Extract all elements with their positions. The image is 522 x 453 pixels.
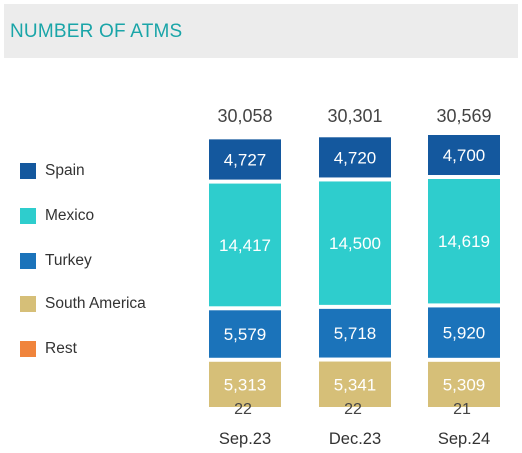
data-label-spain-1: 4,727 bbox=[224, 150, 267, 169]
legend-label-spain: Spain bbox=[45, 162, 85, 179]
data-label-turkey-1: 5,579 bbox=[224, 325, 267, 344]
legend-swatch-mexico bbox=[20, 208, 36, 224]
bar-spain-1 bbox=[209, 139, 281, 180]
bar-south-america-2 bbox=[319, 361, 391, 407]
data-label-south-america-3: 5,309 bbox=[443, 375, 486, 394]
bar-mexico-1 bbox=[209, 183, 281, 307]
legend-item-spain: Spain bbox=[20, 162, 220, 180]
bar-south-america-3 bbox=[428, 361, 500, 407]
bar-south-america-1 bbox=[209, 361, 281, 407]
x-tick-label-2: Dec.23 bbox=[329, 430, 381, 448]
legend-swatch-south-america bbox=[20, 296, 36, 312]
total-label-2: 30,301 bbox=[327, 106, 382, 126]
legend-item-south-america: South America bbox=[20, 295, 220, 313]
data-label-rest-1: 22 bbox=[234, 401, 252, 418]
legend-label-mexico: Mexico bbox=[45, 207, 95, 224]
legend-swatch-turkey bbox=[20, 253, 36, 269]
data-label-mexico-2: 14,500 bbox=[329, 234, 381, 253]
data-label-spain-2: 4,720 bbox=[334, 148, 377, 167]
chart-header: NUMBER OF ATMS bbox=[4, 4, 518, 58]
data-label-turkey-3: 5,920 bbox=[443, 324, 486, 343]
chart-title: NUMBER OF ATMS bbox=[10, 21, 183, 42]
data-label-south-america-1: 5,313 bbox=[224, 375, 267, 394]
bar-turkey-2 bbox=[319, 308, 391, 358]
bar-turkey-1 bbox=[209, 310, 281, 358]
data-label-south-america-2: 5,341 bbox=[334, 375, 377, 394]
total-label-1: 30,058 bbox=[217, 106, 272, 126]
data-label-turkey-2: 5,718 bbox=[334, 324, 377, 343]
total-label-3: 30,569 bbox=[436, 106, 491, 126]
bar-mexico-2 bbox=[319, 181, 391, 305]
legend-item-rest: Rest bbox=[20, 340, 220, 358]
legend-item-turkey: Turkey bbox=[20, 252, 220, 270]
bar-turkey-3 bbox=[428, 307, 500, 358]
legend-swatch-spain bbox=[20, 163, 36, 179]
x-tick-label-3: Sep.24 bbox=[438, 430, 490, 448]
data-label-rest-2: 22 bbox=[344, 401, 362, 418]
legend-item-mexico: Mexico bbox=[20, 207, 220, 225]
data-label-mexico-1: 14,417 bbox=[219, 236, 271, 255]
x-tick-label-1: Sep.23 bbox=[219, 430, 271, 448]
bar-spain-2 bbox=[319, 137, 391, 178]
legend-label-turkey: Turkey bbox=[45, 252, 92, 269]
data-label-rest-3: 21 bbox=[453, 401, 471, 418]
legend-swatch-rest bbox=[20, 341, 36, 357]
data-label-spain-3: 4,700 bbox=[443, 146, 486, 165]
legend-label-south-america: South America bbox=[45, 295, 146, 312]
bar-mexico-3 bbox=[428, 179, 500, 304]
legend-label-rest: Rest bbox=[45, 340, 77, 357]
bar-spain-3 bbox=[428, 135, 500, 176]
data-label-mexico-3: 14,619 bbox=[438, 232, 490, 251]
